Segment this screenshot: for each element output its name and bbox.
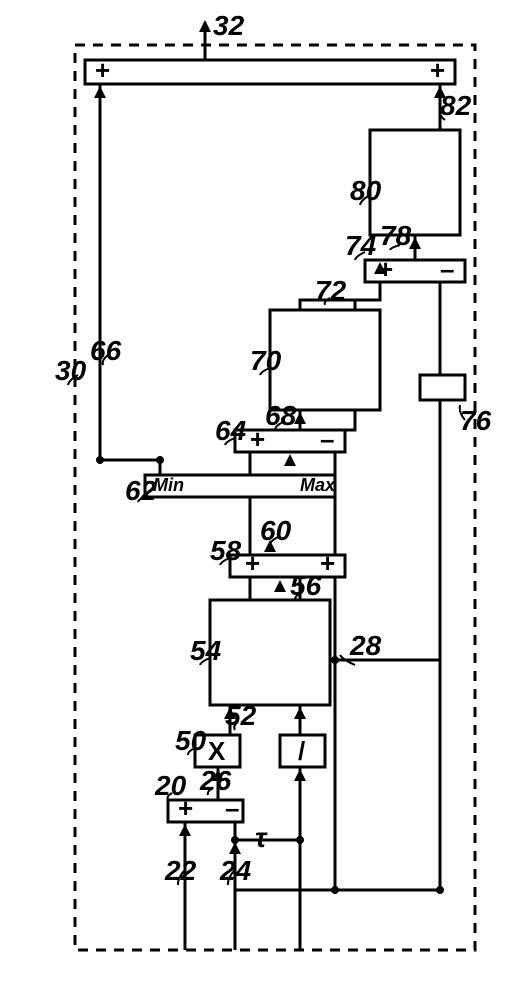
- sign: +: [250, 424, 265, 454]
- label-76: 76: [460, 405, 492, 436]
- sign: –: [225, 793, 239, 823]
- block-b76: [420, 375, 465, 400]
- label-54: 54: [190, 635, 222, 666]
- label-28: 28: [349, 630, 382, 661]
- label-66: 66: [90, 335, 122, 366]
- sign: +: [430, 55, 445, 85]
- label-68: 68: [265, 400, 297, 431]
- label-22: 22: [164, 855, 197, 886]
- sign: –: [320, 424, 334, 454]
- sign: +: [178, 793, 193, 823]
- block-b70: [270, 310, 380, 410]
- label-tau: τ: [255, 822, 268, 853]
- sign: –: [440, 254, 454, 284]
- op: X: [208, 736, 226, 766]
- block-b54: [210, 600, 330, 705]
- label-60: 60: [260, 515, 292, 546]
- label-56: 56: [290, 570, 322, 601]
- label-80: 80: [350, 175, 382, 206]
- op: /: [298, 736, 305, 766]
- label-70: 70: [250, 345, 282, 376]
- sign: +: [320, 548, 335, 578]
- sign: +: [245, 548, 260, 578]
- svg-text:Min: Min: [153, 475, 184, 495]
- sign: +: [95, 55, 110, 85]
- label-64: 64: [215, 415, 247, 446]
- label-58: 58: [210, 535, 242, 566]
- label-74: 74: [345, 230, 377, 261]
- svg-text:Max: Max: [300, 475, 336, 495]
- label-82: 82: [440, 90, 472, 121]
- label-32: 32: [213, 10, 245, 41]
- label-62: 62: [125, 475, 157, 506]
- block-sumOut: [85, 60, 455, 84]
